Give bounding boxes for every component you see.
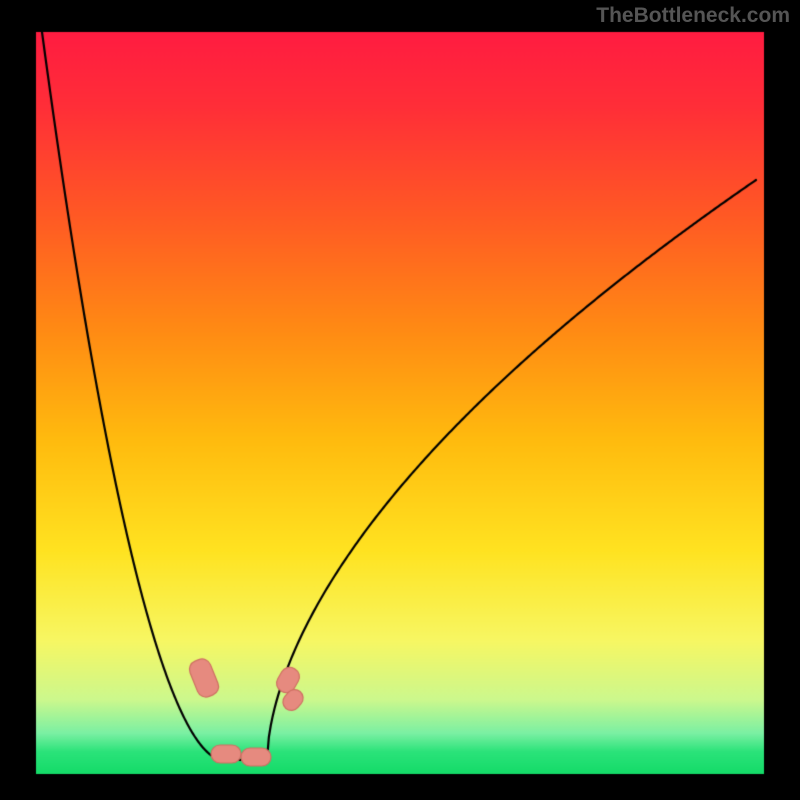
bottleneck-chart-canvas (0, 0, 800, 800)
chart-stage: TheBottleneck.com (0, 0, 800, 800)
watermark-text: TheBottleneck.com (596, 4, 790, 28)
